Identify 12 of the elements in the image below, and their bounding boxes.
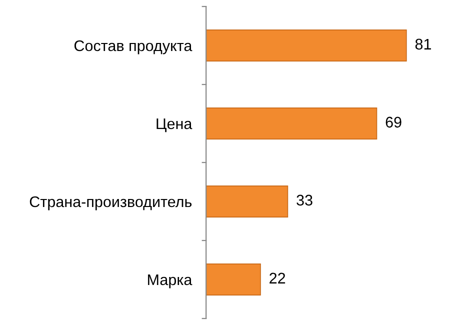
y-tick-label: Состав продукта bbox=[74, 40, 192, 54]
bar bbox=[206, 107, 378, 140]
data-label: 22 bbox=[270, 272, 286, 284]
y-tick-label: Страна-производитель bbox=[30, 196, 192, 210]
data-label: 69 bbox=[386, 116, 402, 128]
data-label: 33 bbox=[296, 194, 312, 206]
y-tick-label: Цена bbox=[156, 118, 192, 132]
data-label: 81 bbox=[415, 38, 431, 50]
bar bbox=[206, 29, 407, 62]
y-tick-label: Марка bbox=[148, 274, 192, 288]
bar bbox=[206, 185, 288, 218]
bar bbox=[206, 263, 261, 296]
